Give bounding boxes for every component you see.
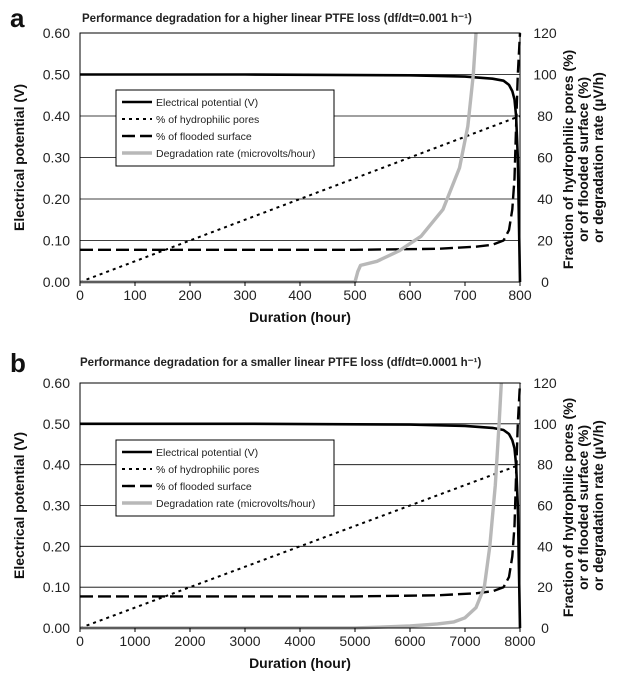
legend-label: Electrical potential (V) [156, 447, 258, 459]
y2-tick-label: 120 [533, 25, 557, 41]
x-tick-label: 0 [76, 633, 84, 649]
x-tick-label: 500 [343, 287, 367, 303]
y-tick-label: 0.10 [43, 579, 70, 595]
x-tick-label: 200 [178, 287, 202, 303]
series-line [80, 382, 522, 598]
y2-tick-label: 80 [537, 457, 553, 473]
y2-tick-label: 100 [533, 416, 557, 432]
y2-label-line-3: or degradation rate (µV/h) [590, 420, 606, 591]
panel-label: b [10, 348, 26, 378]
y-tick-label: 0.60 [43, 25, 70, 41]
y-tick-label: 0.00 [43, 620, 70, 636]
y2-label-line-2: or of flooded surface (%) [575, 425, 591, 590]
series-line [80, 382, 503, 630]
x-tick-label: 300 [233, 287, 257, 303]
y-tick-label: 0.00 [43, 274, 70, 290]
x-tick-label: 400 [288, 287, 312, 303]
series-line [80, 73, 522, 283]
y2-label-line-1: Fraction of hydrophilic pores (%) [560, 50, 576, 269]
y2-tick-label: 60 [537, 150, 553, 166]
plot-area [79, 32, 522, 284]
plot-area [79, 382, 522, 630]
y-axis-label: Electrical potential (V) [11, 432, 27, 579]
y2-tick-label: 0 [541, 620, 549, 636]
tick-labels: 0.00 0.10 0.20 0.30 0.40 0.50 0.60 0 20 40 60 80 100… [43, 375, 557, 649]
x-tick-label: 1000 [119, 633, 150, 649]
x-tick-label: 2000 [174, 633, 205, 649]
x-tick-label: 8000 [504, 633, 535, 649]
y2-label-line-2: or of flooded surface (%) [575, 77, 591, 242]
x-tick-label: 3000 [229, 633, 260, 649]
y2-tick-label: 0 [541, 274, 549, 290]
y2-tick-label: 40 [537, 191, 553, 207]
y-tick-label: 0.40 [43, 457, 70, 473]
y-tick-label: 0.20 [43, 538, 70, 554]
y-tick-label: 0.60 [43, 375, 70, 391]
x-tick-label: 0 [76, 287, 84, 303]
series-line [80, 422, 522, 629]
x-tick-label: 100 [123, 287, 147, 303]
x-tick-label: 4000 [284, 633, 315, 649]
legend-label: % of hydrophilic pores [156, 114, 259, 126]
y2-tick-label: 20 [537, 579, 553, 595]
y2-axis-label: Fraction of hydrophilic pores (%) or of … [560, 394, 606, 617]
y2-tick-label: 100 [533, 67, 557, 83]
legend-label: Degradation rate (microvolts/hour) [156, 498, 315, 510]
x-axis-label: Duration (hour) [249, 655, 351, 671]
legend-label: Electrical potential (V) [156, 97, 258, 109]
legend-label: Degradation rate (microvolts/hour) [156, 148, 315, 160]
chart-title: Performance degradation for a higher lin… [82, 13, 472, 25]
y-axis-label: Electrical potential (V) [11, 84, 27, 231]
y-tick-label: 0.50 [43, 416, 70, 432]
x-tick-label: 5000 [339, 633, 370, 649]
x-tick-label: 7000 [449, 633, 480, 649]
panel-b: b Performance degradation for a smaller … [10, 348, 606, 671]
panel-label: a [10, 3, 25, 33]
y2-tick-label: 80 [537, 108, 553, 124]
y-tick-label: 0.10 [43, 233, 70, 249]
y2-axis-label: Fraction of hydrophilic pores (%) or of … [560, 46, 606, 269]
legend-label: % of hydrophilic pores [156, 464, 259, 476]
legend: Electrical potential (V) % of hydrophilic… [115, 89, 335, 167]
chart-title: Performance degradation for a smaller li… [80, 357, 482, 369]
legend-box [115, 439, 335, 517]
legend-label: % of flooded surface [156, 481, 252, 493]
x-tick-label: 600 [398, 287, 422, 303]
y2-tick-label: 40 [537, 538, 553, 554]
tick-labels: 0.00 0.10 0.20 0.30 0.40 0.50 0.60 0 20 40 60 80 100… [43, 25, 557, 303]
series-line [79, 463, 521, 629]
y-tick-label: 0.20 [43, 191, 70, 207]
y2-label-line-3: or degradation rate (µV/h) [590, 72, 606, 243]
y2-tick-label: 20 [537, 233, 553, 249]
panel-a: a Performance degradation for a higher l… [10, 3, 606, 325]
y-tick-label: 0.40 [43, 108, 70, 124]
y-tick-label: 0.30 [43, 150, 70, 166]
y2-label-line-1: Fraction of hydrophilic pores (%) [560, 398, 576, 617]
legend: Electrical potential (V) % of hydrophilic… [115, 439, 335, 517]
y-tick-label: 0.50 [43, 67, 70, 83]
x-tick-label: 700 [453, 287, 477, 303]
series-line [80, 32, 478, 284]
legend-label: % of flooded surface [156, 131, 252, 143]
x-tick-label: 6000 [394, 633, 425, 649]
y2-tick-label: 60 [537, 498, 553, 514]
series-line [79, 115, 521, 283]
legend-box [115, 89, 335, 167]
series-line [80, 32, 522, 252]
y-tick-label: 0.30 [43, 498, 70, 514]
x-tick-label: 800 [508, 287, 532, 303]
x-axis-label: Duration (hour) [249, 309, 351, 325]
y2-tick-label: 120 [533, 375, 557, 391]
